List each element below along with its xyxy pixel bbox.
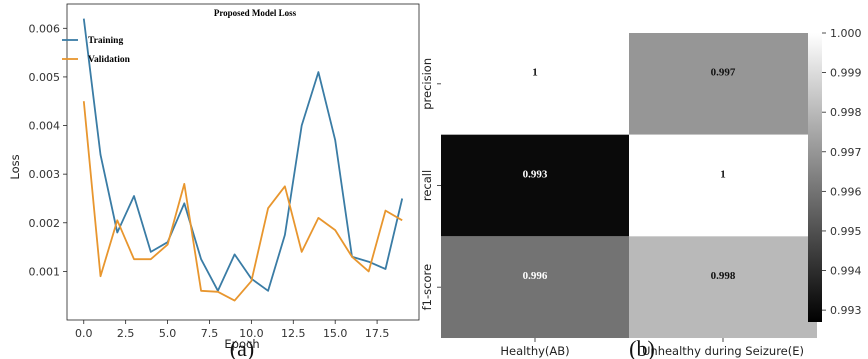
loss-chart: Proposed Model Loss 0.001 0.002 0.003 0.004… [8, 3, 420, 359]
heatmap-cell-value: 1 [720, 168, 726, 180]
loss-x-tick-label: 5.0 [159, 327, 177, 340]
loss-plot-frame [66, 3, 420, 321]
loss-y-tick-label: 0.002 [29, 217, 61, 230]
colorbar-tick-label: 0.993 [830, 304, 862, 317]
legend-training-label: Training [88, 36, 123, 46]
colorbar-tick-label: 1.000 [830, 27, 862, 40]
loss-x-axis: 0.0 2.5 5.0 7.5 10.0 12.5 15.0 17.5 [75, 320, 389, 340]
heatmap-column-label: Unhealthy during Seizure(E) [642, 344, 804, 358]
heatmap-cells: 1 0.997 0.993 1 0.996 0.998 [441, 33, 817, 339]
heatmap-row-label: precision [420, 58, 434, 110]
colorbar-tick-label: 0.994 [830, 265, 862, 278]
colorbar [808, 33, 822, 322]
colorbar-ticks: 1.000 0.999 0.998 0.997 0.996 0.995 0.994 0.993 [822, 27, 862, 317]
heatmap-row-label: f1-score [420, 264, 434, 310]
heatmap-cell [441, 236, 629, 339]
loss-x-tick-label: 12.5 [281, 327, 306, 340]
loss-x-tick-label: 17.5 [365, 327, 390, 340]
heatmap-cell [441, 134, 629, 237]
loss-y-axis-label: Loss [8, 154, 22, 179]
heatmap-cell [629, 134, 817, 237]
colorbar-tick-label: 0.996 [830, 185, 862, 198]
loss-y-tick-label: 0.005 [29, 71, 61, 84]
loss-x-tick-label: 2.5 [117, 327, 135, 340]
heatmap-column-label: Healthy(AB) [500, 344, 569, 358]
caption-a: (a) [230, 336, 254, 359]
loss-series [82, 18, 404, 302]
colorbar-tick-label: 0.997 [830, 146, 862, 159]
validation-loss-line [82, 101, 403, 302]
heatmap-cell-value: 1 [532, 67, 538, 79]
loss-y-tick-label: 0.001 [29, 265, 61, 278]
heatmap-row-labels: precision recall f1-score [420, 58, 441, 310]
loss-x-tick-label: 0.0 [75, 327, 93, 340]
loss-x-tick-label: 7.5 [201, 327, 219, 340]
colorbar-tick-label: 0.995 [830, 225, 862, 238]
heatmap-column-labels: Healthy(AB) Unhealthy during Seizure(E) [500, 338, 804, 358]
caption-b: (b) [629, 336, 655, 359]
metrics-heatmap: 1 0.997 0.993 1 0.996 0.998 precision recall f1… [420, 27, 862, 359]
colorbar-tick-label: 0.999 [830, 67, 862, 80]
loss-y-tick-label: 0.003 [29, 168, 61, 181]
heatmap-cell [629, 33, 817, 135]
loss-x-axis-label: Epoch [224, 337, 259, 351]
heatmap-cell-value: 0.996 [523, 270, 548, 282]
heatmap-cell [629, 236, 817, 339]
heatmap-row-label: recall [420, 170, 434, 201]
heatmap-cell-value: 0.998 [711, 270, 736, 282]
loss-y-tick-label: 0.004 [29, 120, 61, 133]
heatmap-cell-value: 0.997 [711, 67, 736, 79]
loss-x-tick-label: 15.0 [323, 327, 348, 340]
loss-x-tick-label: 10.0 [239, 327, 264, 340]
loss-y-axis: 0.001 0.002 0.003 0.004 0.005 0.006 [29, 22, 67, 278]
training-loss-line [82, 18, 404, 292]
heatmap-cell [441, 33, 629, 135]
loss-legend: Training Validation [62, 36, 131, 65]
legend-validation-label: Validation [88, 55, 131, 65]
heatmap-cell-value: 0.993 [523, 168, 548, 180]
loss-y-tick-label: 0.006 [29, 22, 61, 35]
colorbar-tick-label: 0.998 [830, 106, 862, 119]
loss-chart-title: Proposed Model Loss [214, 8, 297, 18]
